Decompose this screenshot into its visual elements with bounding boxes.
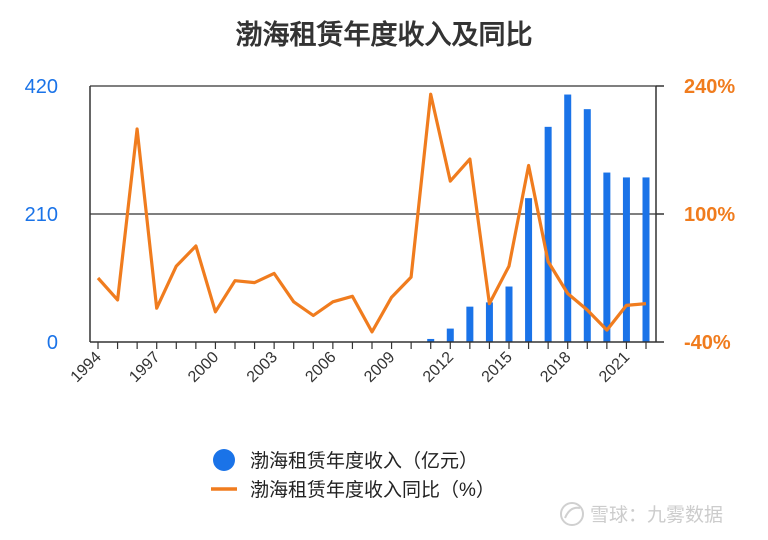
legend: 渤海租赁年度收入（亿元） 渤海租赁年度收入同比（%）: [211, 449, 495, 501]
x-tick-label: 2021: [596, 349, 633, 386]
bar: [466, 306, 474, 342]
y-left-tick-label: 210: [25, 204, 58, 226]
x-tick-label: 2012: [420, 349, 457, 386]
left-axis-ticks: 420 210 0: [25, 76, 58, 354]
x-tick-label: 2009: [361, 349, 398, 386]
y-right-tick-label: 240%: [684, 76, 735, 98]
bar: [446, 328, 454, 342]
x-tick-label: 2018: [537, 349, 574, 386]
bar: [525, 198, 533, 342]
x-axis-ticks: 1994 1997 2000 2003 2006 2009 2012 2015 2018 2021: [68, 342, 647, 386]
x-tick-label: 2006: [302, 349, 339, 386]
legend-bar-swatch: [213, 449, 235, 471]
bar-series: [427, 94, 650, 343]
bar: [427, 338, 435, 342]
bar: [642, 177, 650, 342]
x-tick-label: 1994: [68, 349, 105, 386]
bar: [603, 172, 611, 342]
legend-line-label: 渤海租赁年度收入同比（%）: [250, 479, 495, 501]
legend-bar-label: 渤海租赁年度收入（亿元）: [250, 450, 478, 472]
x-tick-label: 2015: [479, 349, 516, 386]
bar: [583, 109, 591, 343]
snowball-logo-icon: [560, 502, 584, 526]
watermark-text: 雪球：九雾数据: [590, 504, 723, 526]
y-left-tick-label: 0: [47, 332, 58, 354]
x-tick-label: 1997: [126, 349, 163, 386]
y-right-tick-label: -40%: [684, 332, 731, 354]
bar: [505, 286, 513, 342]
y-left-tick-label: 420: [25, 76, 58, 98]
grid-lines: [90, 85, 656, 215]
watermark: 雪球：九雾数据: [560, 502, 723, 526]
bar: [564, 94, 572, 343]
x-tick-label: 2000: [185, 349, 222, 386]
chart-title: 渤海租赁年度收入及同比: [236, 19, 533, 50]
bar: [544, 126, 552, 342]
y-right-tick-label: 100%: [684, 204, 735, 226]
x-tick-label: 2003: [244, 349, 281, 386]
bar: [622, 177, 630, 342]
right-axis-ticks: 240% 100% -40%: [656, 76, 735, 354]
bar: [485, 302, 493, 342]
line-series: [96, 92, 647, 334]
